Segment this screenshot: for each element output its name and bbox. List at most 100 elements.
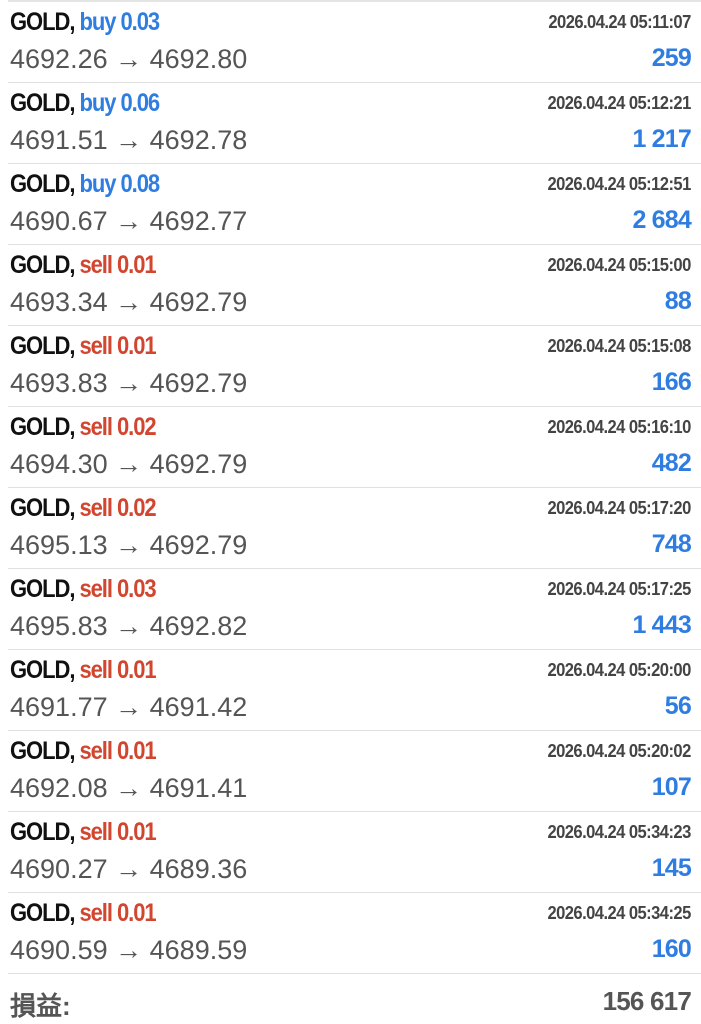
trade-prices: 4692.08 → 4691.41 [10,773,247,804]
trade-symbol: GOLD, [10,575,75,603]
close-price: 4692.79 [149,368,248,398]
trade-symbol: GOLD, [10,170,75,198]
arrow-icon: → [115,611,143,641]
arrow-icon: → [115,773,143,803]
open-price: 4695.83 [10,611,108,641]
trade-time: 2026.04.24 05:11:07 [548,12,692,32]
trade-row[interactable]: GOLD, buy 0.08 2026.04.24 05:12:51 4690.67… [8,164,701,245]
close-price: 4689.36 [149,854,248,884]
trade-time: 2026.04.24 05:12:51 [547,174,692,194]
arrow-icon: → [115,206,143,236]
trade-row[interactable]: GOLD, buy 0.03 2026.04.24 05:11:07 4692.26… [8,2,701,83]
trade-symbol: GOLD, [10,413,75,441]
open-price: 4691.77 [10,692,108,722]
trade-row[interactable]: GOLD, sell 0.01 2026.04.24 05:20:00 4691.7… [8,650,701,731]
trade-symbol: GOLD, [10,818,75,846]
trade-type: buy [79,170,116,198]
trade-title: GOLD, sell 0.01 [10,656,157,685]
open-price: 4695.13 [10,530,108,560]
close-price: 4692.80 [149,44,248,74]
trade-profit: 748 [651,530,692,558]
trade-time: 2026.04.24 05:15:00 [547,255,692,275]
trade-row[interactable]: GOLD, sell 0.01 2026.04.24 05:15:00 4693.3… [8,245,701,326]
trade-volume: 0.03 [116,575,157,603]
trade-title: GOLD, sell 0.01 [10,251,157,280]
trade-volume: 0.02 [116,413,157,441]
trade-prices: 4690.59 → 4689.59 [10,935,247,966]
trade-row[interactable]: GOLD, sell 0.01 2026.04.24 05:20:02 4692.0… [8,731,701,812]
trade-list: GOLD, buy 0.03 2026.04.24 05:11:07 4692.26… [0,2,701,974]
trade-volume: 0.06 [120,89,160,117]
trade-title: GOLD, sell 0.01 [10,818,157,847]
trade-title: GOLD, sell 0.01 [10,737,157,766]
trade-volume: 0.01 [116,737,157,765]
trade-profit: 107 [651,773,692,801]
trade-volume: 0.01 [116,332,157,360]
trade-symbol: GOLD, [10,656,75,684]
trade-title: GOLD, sell 0.02 [10,494,157,523]
open-price: 4691.51 [10,125,108,155]
trade-row[interactable]: GOLD, sell 0.02 2026.04.24 05:17:20 4695.1… [8,488,701,569]
arrow-icon: → [115,530,143,560]
trade-symbol: GOLD, [10,89,75,117]
arrow-icon: → [115,125,143,155]
arrow-icon: → [115,44,143,74]
trade-volume: 0.01 [116,251,157,279]
trade-profit: 160 [651,935,692,963]
trade-volume: 0.03 [120,8,160,36]
trade-type: sell [79,251,113,279]
trade-title: GOLD, sell 0.01 [10,899,157,928]
trade-row[interactable]: GOLD, sell 0.02 2026.04.24 05:16:10 4694.3… [8,407,701,488]
arrow-icon: → [115,692,143,722]
trade-volume: 0.08 [120,170,160,198]
open-price: 4690.27 [10,854,108,884]
open-price: 4692.26 [10,44,108,74]
trade-symbol: GOLD, [10,899,75,927]
trade-time: 2026.04.24 05:12:21 [547,93,692,113]
trade-time: 2026.04.24 05:15:08 [547,336,692,356]
profit-label: 損益: [10,991,71,1021]
trade-type: sell [79,332,113,360]
trade-profit: 1 443 [632,611,691,639]
trade-time: 2026.04.24 05:20:00 [547,660,692,680]
close-price: 4692.82 [149,611,248,641]
close-price: 4692.79 [149,530,248,560]
trade-volume: 0.01 [116,656,157,684]
open-price: 4690.67 [10,206,108,236]
trade-row[interactable]: GOLD, sell 0.03 2026.04.24 05:17:25 4695.8… [8,569,701,650]
trade-row[interactable]: GOLD, sell 0.01 2026.04.24 05:34:23 4690.2… [8,812,701,893]
trade-type: sell [79,494,113,522]
arrow-icon: → [115,287,143,317]
trade-type: sell [79,899,113,927]
trade-profit: 166 [651,368,692,396]
trade-type: sell [79,737,113,765]
trade-row[interactable]: GOLD, sell 0.01 2026.04.24 05:15:08 4693.8… [8,326,701,407]
trade-symbol: GOLD, [10,494,75,522]
trade-title: GOLD, buy 0.06 [10,89,160,118]
trade-symbol: GOLD, [10,332,75,360]
trade-symbol: GOLD, [10,737,75,765]
open-price: 4694.30 [10,449,108,479]
close-price: 4689.59 [149,935,248,965]
trade-time: 2026.04.24 05:20:02 [547,741,692,761]
trade-type: sell [79,656,113,684]
trade-title: GOLD, sell 0.03 [10,575,157,604]
trade-row[interactable]: GOLD, buy 0.06 2026.04.24 05:12:21 4691.51… [8,83,701,164]
close-price: 4692.78 [149,125,248,155]
arrow-icon: → [115,935,143,965]
trade-prices: 4691.77 → 4691.42 [10,692,247,723]
trade-time: 2026.04.24 05:34:23 [547,822,692,842]
trade-volume: 0.01 [116,899,157,927]
trade-type: sell [79,575,113,603]
top-divider [8,0,701,2]
arrow-icon: → [115,449,143,479]
trade-profit: 145 [651,854,692,882]
trade-row[interactable]: GOLD, sell 0.01 2026.04.24 05:34:25 4690.5… [8,893,701,974]
trade-type: sell [79,818,113,846]
trade-title: GOLD, buy 0.03 [10,8,160,37]
close-price: 4692.79 [149,449,248,479]
open-price: 4692.08 [10,773,108,803]
trade-prices: 4691.51 → 4692.78 [10,125,247,156]
trade-prices: 4690.67 → 4692.77 [10,206,247,237]
trade-prices: 4693.83 → 4692.79 [10,368,247,399]
